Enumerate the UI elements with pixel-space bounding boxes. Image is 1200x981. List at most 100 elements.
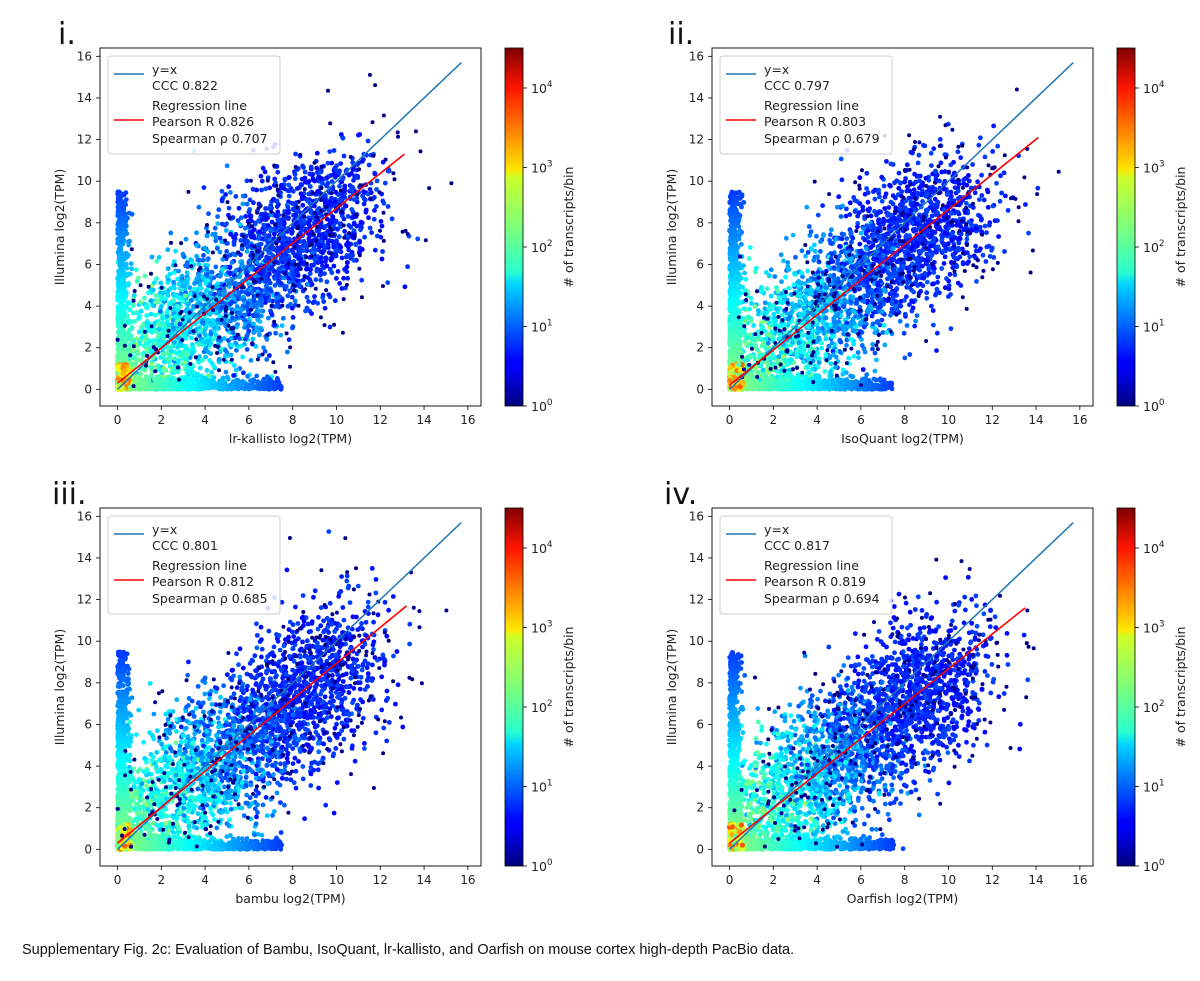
y-tick-label: 0 [696, 842, 704, 856]
y-tick-label: 4 [84, 299, 92, 313]
regression-line [729, 136, 1039, 386]
legend-entry: Spearman ρ 0.685 [152, 591, 268, 606]
y-axis-label: Illumina log2(TPM) [664, 169, 679, 285]
colorbar-tick-label: 102 [1143, 239, 1165, 255]
y-tick-label: 16 [77, 509, 92, 523]
legend-entry: Spearman ρ 0.707 [152, 131, 268, 146]
y-tick-label: 8 [84, 676, 92, 690]
legend-entry: Regression line [152, 558, 247, 573]
y-axis-label: Illumina log2(TPM) [664, 629, 679, 745]
legend-entry: y=x [764, 62, 789, 77]
legend-box [719, 55, 893, 155]
x-tick-label: 12 [985, 873, 1000, 887]
density-cells [727, 557, 1036, 852]
y-tick-label: 6 [696, 257, 704, 271]
axes-frame [711, 47, 1094, 407]
axes-frame [711, 507, 1094, 867]
legend-entry: Spearman ρ 0.694 [764, 591, 880, 606]
legend-entry: Pearson R 0.812 [152, 574, 254, 589]
legend-entry: Pearson R 0.803 [764, 114, 866, 129]
x-tick-label: 10 [329, 413, 344, 427]
y-tick-label: 10 [689, 634, 704, 648]
panel-label: iv. [664, 477, 697, 512]
x-tick-label: 8 [289, 413, 297, 427]
colorbar-tick-label: 103 [1143, 160, 1165, 176]
chart-panel-1: i. 0 2 4 6 8 10 12 14 16 0 2 4 6 8 10 12 14 16 lr-kallisto … [52, 17, 576, 446]
x-tick-label: 10 [329, 873, 344, 887]
legend-entry: Spearman ρ 0.679 [764, 131, 880, 146]
x-tick-label: 16 [1072, 413, 1087, 427]
y-tick-label: 4 [696, 299, 704, 313]
axes-frame [99, 47, 482, 407]
colorbar-tick-label: 104 [1143, 80, 1165, 96]
colorbar-tick-label: 100 [1143, 858, 1165, 874]
colorbar-tick-label: 103 [1143, 620, 1165, 636]
colorbar [1116, 507, 1136, 867]
identity-line [729, 522, 1074, 850]
x-tick-label: 16 [460, 413, 475, 427]
colorbar-tick-label: 100 [1143, 398, 1165, 414]
colorbar-tick-label: 104 [531, 80, 553, 96]
x-tick-label: 8 [901, 413, 909, 427]
colorbar-tick-label: 101 [1143, 319, 1165, 335]
x-tick-label: 4 [201, 413, 209, 427]
chart-panel-2: ii. 0 2 4 6 8 10 12 14 16 0 2 4 6 8 10 12 14 16 IsoQuant lo… [664, 17, 1188, 446]
y-tick-label: 8 [696, 216, 704, 230]
axes-frame [99, 507, 482, 867]
y-axis-label: Illumina log2(TPM) [52, 169, 67, 285]
legend-entry: y=x [152, 62, 177, 77]
x-tick-label: 2 [157, 873, 165, 887]
regression-line [117, 605, 408, 844]
x-tick-label: 8 [289, 873, 297, 887]
x-tick-label: 2 [769, 413, 777, 427]
x-tick-label: 2 [769, 873, 777, 887]
identity-line [117, 522, 462, 850]
legend-entry: Regression line [764, 98, 859, 113]
identity-line [729, 62, 1074, 390]
y-tick-label: 12 [77, 133, 92, 147]
panel-label: iii. [52, 477, 87, 512]
legend-entry: CCC 0.817 [764, 538, 830, 553]
panel-label: i. [58, 17, 76, 52]
x-tick-label: 0 [114, 413, 122, 427]
legend-entry: y=x [764, 522, 789, 537]
y-tick-label: 6 [84, 717, 92, 731]
colorbar-tick-label: 103 [531, 160, 553, 176]
y-tick-label: 12 [77, 593, 92, 607]
x-tick-label: 14 [416, 873, 431, 887]
colorbar-tick-label: 103 [531, 620, 553, 636]
x-tick-label: 8 [901, 873, 909, 887]
x-tick-label: 16 [460, 873, 475, 887]
y-tick-label: 10 [77, 174, 92, 188]
colorbar-tick-label: 100 [531, 398, 553, 414]
x-tick-label: 6 [245, 413, 253, 427]
colorbar-label: # of transcripts/bin [1173, 627, 1188, 748]
figure: i.0 2 4 6 8 10 12 14 160246810121416lr-kallisto … [52, 17, 1188, 906]
y-tick-label: 16 [689, 49, 704, 63]
x-tick-label: 2 [157, 413, 165, 427]
plot-area [114, 522, 462, 852]
legend-box [107, 515, 281, 615]
y-tick-label: 2 [84, 341, 92, 355]
x-tick-label: 12 [373, 413, 388, 427]
y-tick-label: 0 [84, 842, 92, 856]
y-tick-label: 16 [77, 49, 92, 63]
y-tick-label: 10 [689, 174, 704, 188]
x-tick-label: 4 [813, 873, 821, 887]
colorbar-tick-label: 101 [531, 779, 553, 795]
legend-entry: Pearson R 0.819 [764, 574, 866, 589]
chart-panel-4: iv. 0 2 4 6 8 10 12 14 16 0 2 4 6 8 10 12 14 16 Oarfish log… [664, 477, 1188, 906]
y-tick-label: 0 [84, 382, 92, 396]
legend-box [107, 55, 281, 155]
x-tick-label: 10 [941, 873, 956, 887]
y-tick-label: 16 [689, 509, 704, 523]
colorbar-label: # of transcripts/bin [561, 627, 576, 748]
y-tick-label: 6 [84, 257, 92, 271]
y-tick-label: 2 [84, 801, 92, 815]
x-tick-label: 4 [201, 873, 209, 887]
x-tick-label: 0 [726, 413, 734, 427]
x-tick-label: 4 [813, 413, 821, 427]
y-tick-label: 8 [84, 216, 92, 230]
legend-entry: CCC 0.797 [764, 78, 830, 93]
colorbar-tick-label: 104 [531, 540, 553, 556]
